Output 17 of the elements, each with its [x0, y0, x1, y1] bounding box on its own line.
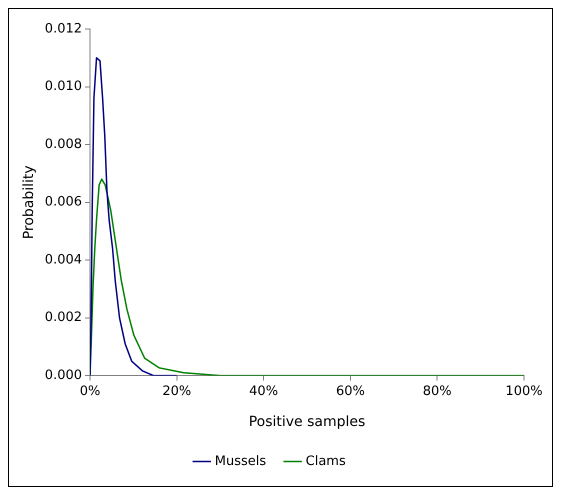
y-tick-label: 0.004: [44, 252, 82, 268]
y-tick-label: 0.010: [44, 79, 82, 94]
y-axis-title: Probability: [21, 165, 38, 240]
y-tick-label: 0.008: [44, 136, 82, 152]
x-axis-title: Positive samples: [248, 414, 366, 430]
x-tick-label: 60%: [336, 384, 365, 399]
x-tick-label: 20%: [162, 384, 192, 399]
y-tick-label: 0.012: [44, 21, 82, 36]
y-tick-label: 0.002: [44, 310, 82, 326]
x-tick-label: 80%: [422, 384, 452, 399]
legend-label: Mussels: [214, 454, 266, 469]
x-tick-label: 0%: [80, 384, 100, 399]
y-tick-label: 0.006: [44, 194, 82, 210]
legend-label: Clams: [306, 454, 346, 469]
x-tick-label: 40%: [249, 384, 278, 399]
y-tick-label: 0.000: [44, 368, 82, 383]
x-tick-label: 100%: [505, 384, 543, 399]
